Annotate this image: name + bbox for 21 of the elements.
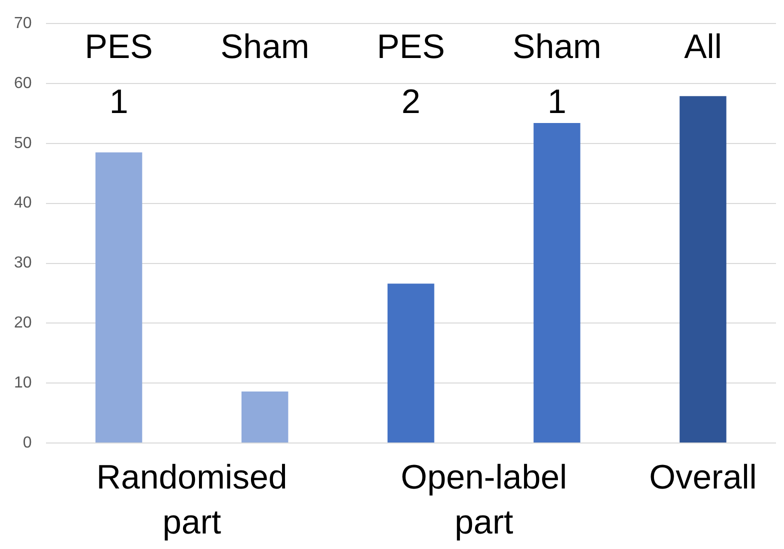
- bar: [241, 391, 288, 442]
- x-tick-label: All: [684, 28, 722, 66]
- bar: [680, 96, 726, 442]
- text: Randomised part: [96, 458, 288, 542]
- bar: [95, 152, 142, 442]
- y-tick-label: 60: [14, 74, 32, 92]
- text: Overall: [649, 458, 757, 496]
- y-tick-label: 30: [14, 254, 32, 272]
- x-tick-label: PES 1: [84, 28, 153, 121]
- y-tick-label: 40: [14, 194, 32, 212]
- text: Open-label part: [400, 458, 568, 542]
- x-tick-label: PES 2: [376, 28, 445, 121]
- bar: [388, 284, 434, 442]
- y-tick-label: 50: [14, 134, 32, 152]
- x-tick-label: Sham: [220, 28, 310, 66]
- y-tick-label: 20: [14, 314, 32, 332]
- x-tick-label: Sham 1: [512, 28, 602, 121]
- bar: [534, 123, 580, 442]
- y-tick-label: 70: [14, 15, 32, 32]
- y-tick-label: 0: [22, 434, 32, 452]
- y-tick-label: 10: [14, 374, 32, 392]
